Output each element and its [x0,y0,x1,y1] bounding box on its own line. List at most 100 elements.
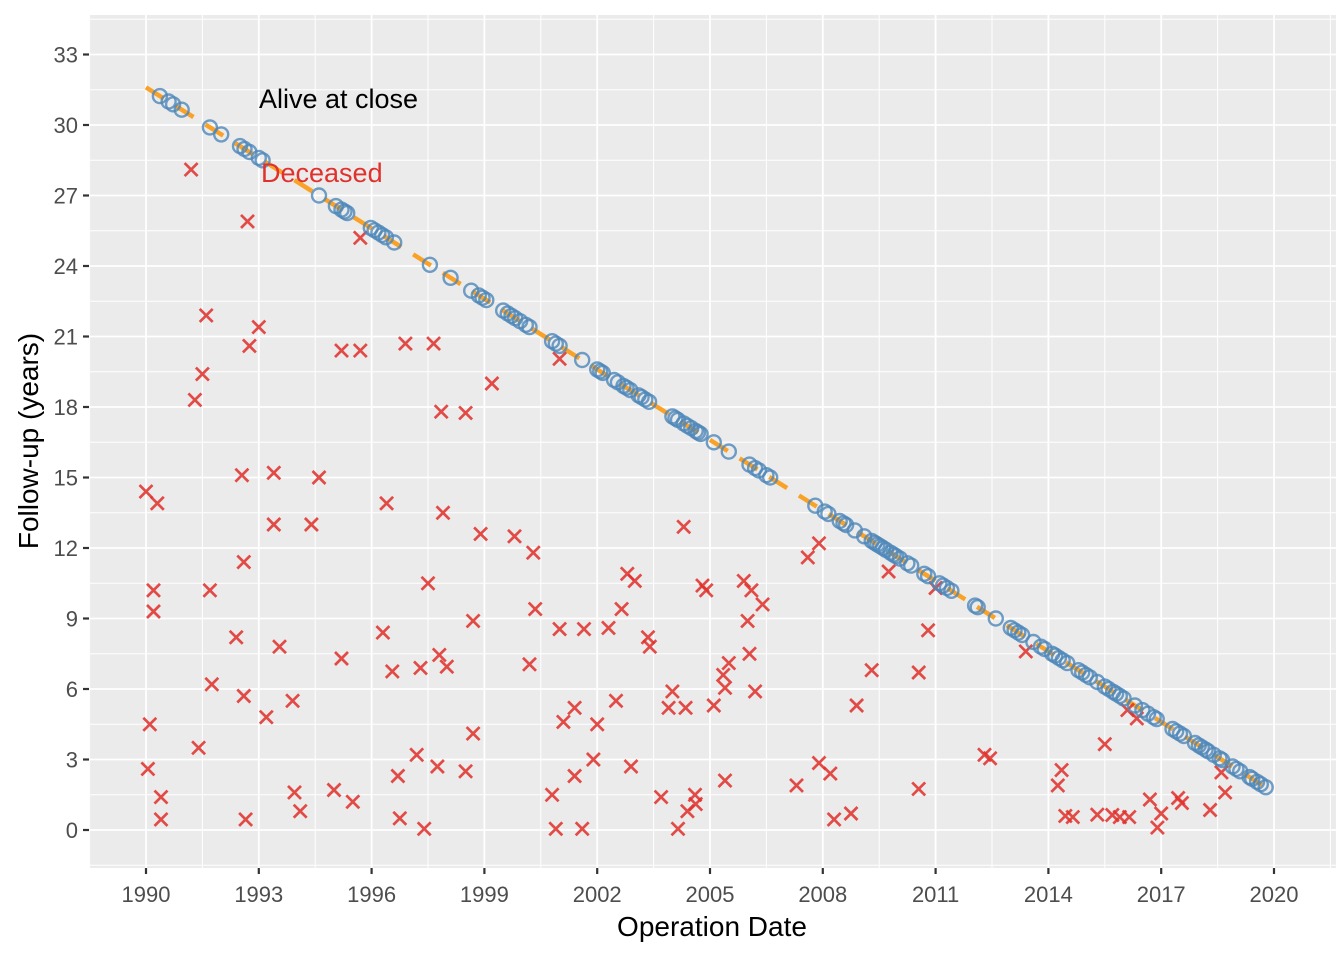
deceased-point [228,629,244,645]
deceased-point [236,688,252,704]
deceased-point [465,613,481,629]
deceased-point [789,777,804,793]
annotation-alive-at-close: Alive at close [259,83,419,114]
y-tick-label: 12 [54,536,78,561]
alive-point [551,337,568,355]
deceased-point [982,750,998,766]
deceased-point [742,646,757,662]
deceased-point [552,621,568,637]
deceased-point [397,336,413,352]
deceased-point [241,338,257,354]
deceased-point [864,662,880,678]
deceased-point [849,698,865,713]
alive-point [164,96,182,113]
deceased-point [676,519,692,535]
deceased-point [544,787,560,803]
deceased-point [484,376,500,391]
deceased-point [236,554,252,570]
deceased-point [811,535,827,551]
deceased-point [920,622,936,638]
deceased-point [800,549,816,565]
alive-point [1257,779,1274,796]
deceased-point [747,683,763,699]
alive-point [943,582,960,599]
deceased-point [688,796,704,812]
deceased-point [911,665,927,680]
alive-point [720,443,737,460]
deceased-point [627,573,643,589]
deceased-point [240,213,255,229]
deceased-point [1217,784,1233,800]
deceased-point [661,700,677,716]
deceased-point [698,582,714,598]
y-tick-label: 18 [54,395,78,420]
y-tick-label: 6 [66,677,78,702]
deceased-point [433,404,449,420]
deceased-point [409,747,425,763]
y-tick-label: 27 [54,184,78,209]
deceased-point [287,784,302,800]
deceased-point [525,545,541,561]
alive-point [310,187,328,204]
deceased-point [251,319,267,335]
x-tick-label: 1990 [122,882,171,907]
deceased-point [416,821,432,837]
alive-point [173,101,190,118]
alive-point [919,568,937,585]
deceased-point [826,811,842,827]
deceased-point [576,621,592,637]
deceased-point [142,716,158,732]
deceased-point [755,596,771,612]
deceased-point [822,766,838,782]
deceased-point [1097,736,1113,752]
alive-point [762,469,779,486]
alive-point [622,381,639,399]
alive-point [521,318,538,336]
alive-point [201,119,219,136]
deceased-point [507,528,522,544]
deceased-point [574,821,590,837]
deceased-point [601,620,616,636]
y-tick-label: 9 [66,607,78,632]
y-tick-label: 24 [54,254,78,279]
deceased-point [183,162,199,178]
y-tick-label: 15 [54,466,78,491]
deceased-point [1065,809,1081,825]
deceased-point [715,667,731,683]
deceased-point [1089,807,1105,823]
deceased-point [458,763,474,779]
alive-point [478,291,495,309]
deceased-point [266,465,282,481]
deceased-point [843,806,859,821]
deceased-point [153,811,169,827]
deceased-point [623,759,639,774]
deceased-point [670,821,686,837]
alive-point [254,152,271,169]
deceased-point [642,639,658,655]
deceased-point [1174,795,1190,811]
alive-point [574,351,591,369]
alive-point [1115,690,1132,707]
deceased-point [334,651,349,666]
deceased-point [585,752,601,767]
x-tick-label: 2020 [1250,882,1299,907]
alive-point [1058,654,1076,672]
deceased-point [375,625,391,641]
deceased-point [326,782,342,798]
deceased-point [146,582,161,598]
deceased-point [420,575,436,591]
deceased-point [721,655,737,671]
alive-point [212,126,230,143]
deceased-point [379,495,395,511]
y-tick-label: 0 [66,818,78,843]
deceased-point [384,663,400,679]
deceased-point [743,582,759,598]
deceased-point [413,660,428,676]
deceased-point [1121,809,1137,825]
alive-point [594,364,611,382]
deceased-point [345,794,361,810]
deceased-point [234,467,250,483]
x-tick-label: 1999 [460,882,509,907]
alive-point [1148,710,1165,728]
deceased-point [1153,806,1169,821]
